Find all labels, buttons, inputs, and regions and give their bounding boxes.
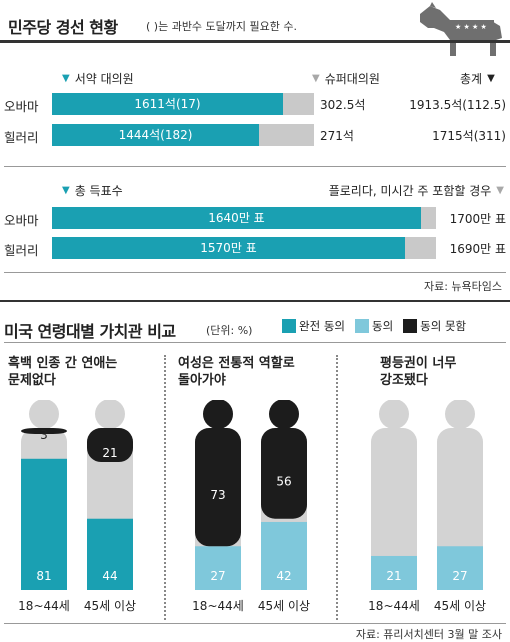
legend-votes: ▼ 총 득표수 xyxy=(62,184,123,198)
bar-segment xyxy=(195,546,241,590)
group-title: 여성은 전통적 역할로 돌아가야 xyxy=(178,356,295,388)
data-label: 73 xyxy=(210,488,225,502)
person-head xyxy=(379,400,409,429)
category-label: 45세 이상 xyxy=(434,599,486,613)
legend: 완전 동의 동의 동의 못함 xyxy=(282,318,466,334)
triangle-down-icon: ▼ xyxy=(487,73,495,84)
incl-value: 1690만 표 xyxy=(449,242,506,256)
person-head xyxy=(445,400,475,429)
votes-bar: 1640만 표 xyxy=(52,207,436,229)
candidate-name: 오바마 xyxy=(4,99,39,114)
triangle-down-icon: ▼ xyxy=(312,73,320,84)
bar-segment xyxy=(21,428,67,434)
group-separator xyxy=(164,355,166,620)
votes-value: 1640만 표 xyxy=(208,211,265,225)
bar-segment xyxy=(87,428,133,463)
pledged-bar-fill xyxy=(52,93,283,115)
candidate-name: 오바마 xyxy=(4,213,39,228)
person-head xyxy=(95,400,125,429)
legend-item: 동의 못함 xyxy=(403,318,466,334)
legend-super: ▼ 슈퍼대의원 xyxy=(312,72,380,86)
page-title: 민주당 경선 현황 xyxy=(8,18,118,37)
legend-item: 완전 동의 xyxy=(282,318,345,334)
group-title: 평등권이 너무 강조됐다 xyxy=(380,356,457,388)
delegate-bar: 1611석(17) xyxy=(52,93,314,115)
legend-swatch xyxy=(354,319,369,333)
bar-segment xyxy=(21,458,67,590)
survey-title: 미국 연령대별 가치관 비교 xyxy=(4,322,176,341)
bar-segment xyxy=(195,428,241,547)
person-head xyxy=(269,400,299,429)
bar-segment xyxy=(261,521,307,590)
candidate-name: 힐러리 xyxy=(4,243,39,258)
triangle-down-icon: ▼ xyxy=(62,73,70,84)
category-label: 18~44세 xyxy=(192,599,244,613)
bar-segment xyxy=(371,555,417,590)
divider xyxy=(4,166,506,167)
header-rule xyxy=(0,40,510,43)
legend-note: 플로리다, 미시간 주 포함할 경우 ▼ xyxy=(328,184,504,198)
legend-total: 총계 ▼ xyxy=(460,72,495,86)
candidate-name: 힐러리 xyxy=(4,130,39,145)
incl-value: 1700만 표 xyxy=(449,212,506,226)
data-label: 21 xyxy=(102,446,117,460)
group-title: 흑백 인종 간 연애는 문제없다 xyxy=(8,356,118,388)
data-label: 21 xyxy=(386,569,401,583)
header-note: ( )는 과반수 도달까지 필요한 수. xyxy=(146,20,298,33)
pledged-value: 1444석(182) xyxy=(118,128,193,142)
bar-segment xyxy=(261,428,307,519)
total-value: 1715석(311) xyxy=(432,129,506,143)
person-head xyxy=(203,400,233,429)
data-label: 27 xyxy=(210,569,225,583)
person-body xyxy=(371,428,417,590)
legend-item: 동의 xyxy=(354,318,393,334)
source-note: 자료: 퓨리서치센터 3월 말 조사 xyxy=(355,628,502,641)
votes-value: 1570만 표 xyxy=(200,241,257,255)
legend-swatch xyxy=(403,319,418,333)
divider xyxy=(4,623,506,624)
category-label: 45세 이상 xyxy=(258,599,310,613)
data-label: 81 xyxy=(36,569,51,583)
svg-text:★ ★ ★ ★: ★ ★ ★ ★ xyxy=(455,23,487,31)
person-head xyxy=(29,400,59,429)
legend-swatch xyxy=(282,319,296,333)
triangle-down-icon: ▼ xyxy=(62,185,70,196)
bar-segment xyxy=(87,518,133,590)
data-label: 42 xyxy=(276,569,291,583)
votes-bar-fill xyxy=(52,207,421,229)
total-value: 1913.5석(112.5) xyxy=(409,98,506,112)
pledged-value: 1611석(17) xyxy=(134,97,201,111)
category-label: 18~44세 xyxy=(368,599,420,613)
super-value: 271석 xyxy=(320,129,354,143)
divider xyxy=(4,272,506,273)
category-label: 45세 이상 xyxy=(84,599,136,613)
group-separator xyxy=(336,355,338,620)
super-value: 302.5석 xyxy=(320,98,366,112)
section-rule xyxy=(0,300,510,302)
survey-chart: 81 3 18~44세 44 21 45세 이상 27 73 18~44세 42 56 45세 이상 2… xyxy=(18,400,486,613)
triangle-down-icon: ▼ xyxy=(496,185,504,196)
votes-bar: 1570만 표 xyxy=(52,237,436,259)
delegate-bar: 1444석(182) xyxy=(52,124,314,146)
democratic-donkey-icon: ★ ★ ★ ★ xyxy=(420,2,502,56)
data-label: 3 xyxy=(40,428,48,442)
source-note: 자료: 뉴욕타임스 xyxy=(423,280,502,293)
survey-unit: (단위: %) xyxy=(206,324,253,337)
bar-segment xyxy=(437,546,483,590)
pledged-bar-fill xyxy=(52,124,259,146)
data-label: 56 xyxy=(276,474,291,488)
votes-bar-fill xyxy=(52,237,405,259)
category-label: 18~44세 xyxy=(18,599,70,613)
divider xyxy=(4,342,506,343)
data-label: 44 xyxy=(102,569,117,583)
legend-pledged: ▼ 서약 대의원 xyxy=(62,72,134,86)
data-label: 27 xyxy=(452,569,467,583)
